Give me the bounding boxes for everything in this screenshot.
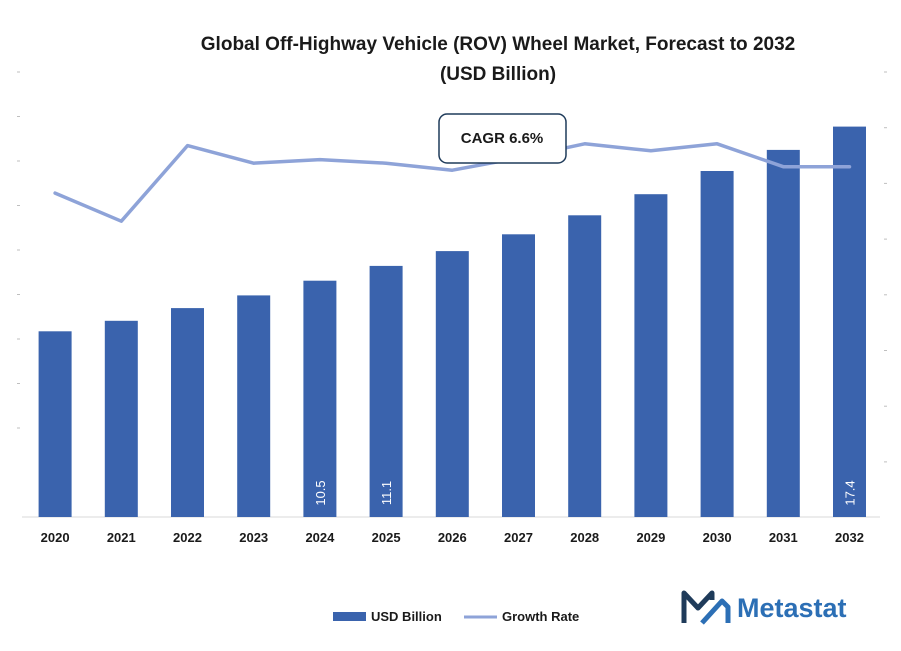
bar-2026 — [435, 251, 469, 517]
metastat-logo-text: Metastat — [737, 593, 847, 623]
chart-subtitle: (USD Billion) — [440, 64, 556, 85]
x-tick-2025: 2025 — [372, 530, 401, 545]
legend-swatch-usd — [333, 612, 366, 621]
bar-2029 — [634, 194, 668, 517]
bar-2020 — [38, 331, 72, 517]
chart-title: Global Off-Highway Vehicle (ROV) Wheel M… — [201, 34, 795, 55]
x-tick-2027: 2027 — [504, 530, 533, 545]
growth-point-2028 — [583, 142, 586, 145]
legend-label-growth: Growth Rate — [502, 609, 579, 624]
cagr-callout: CAGR 6.6% — [438, 113, 567, 164]
cagr-label: CAGR 6.6% — [461, 130, 544, 147]
data-labels: 10.5 11.1 17.4 — [313, 480, 858, 505]
growth-point-2032 — [848, 165, 851, 168]
x-tick-2032: 2032 — [835, 530, 864, 545]
bar-2022 — [171, 308, 204, 517]
x-tick-2021: 2021 — [107, 530, 136, 545]
cagr-box — [438, 113, 567, 164]
growth-point-2026 — [451, 169, 454, 172]
metastat-logo: Metastat — [681, 590, 847, 625]
bar-2025 — [369, 265, 403, 517]
bar-2032 — [833, 126, 866, 517]
x-tick-2029: 2029 — [636, 530, 665, 545]
left-axis-ticks — [17, 71, 20, 429]
x-tick-2028: 2028 — [570, 530, 599, 545]
x-tick-2020: 2020 — [41, 530, 70, 545]
x-tick-2022: 2022 — [173, 530, 202, 545]
bar-2030 — [700, 171, 734, 517]
data-label-2032: 17.4 — [843, 480, 858, 505]
growth-point-2020 — [53, 191, 57, 195]
growth-point-2021 — [120, 220, 123, 223]
bar-2028 — [568, 215, 602, 518]
x-tick-2031: 2031 — [769, 530, 798, 545]
x-tick-2023: 2023 — [239, 530, 268, 545]
bar-2021 — [104, 320, 138, 517]
growth-point-2023 — [252, 162, 255, 165]
bar-2027 — [502, 234, 535, 518]
growth-point-2029 — [649, 149, 653, 152]
growth-point-2031 — [782, 165, 785, 168]
growth-point-2025 — [384, 162, 388, 165]
legend-label-usd: USD Billion — [371, 609, 442, 624]
bar-series — [38, 126, 866, 518]
growth-point-2022 — [186, 144, 189, 147]
x-tick-2030: 2030 — [703, 530, 732, 545]
x-tick-2024: 2024 — [305, 530, 335, 545]
x-axis-labels: 2020 2021 2022 2023 2024 2025 2026 2027 2028 2029… — [41, 530, 864, 545]
bar-2024 — [303, 280, 337, 517]
legend: USD Billion Growth Rate — [333, 609, 579, 624]
data-label-2024: 10.5 — [313, 480, 328, 505]
bar-2023 — [237, 295, 271, 517]
data-label-2025: 11.1 — [379, 481, 394, 505]
right-axis-ticks — [884, 71, 887, 463]
bar-2031 — [766, 149, 800, 517]
metastat-logo-icon — [681, 590, 731, 625]
growth-point-2030 — [715, 142, 719, 145]
growth-point-2024 — [318, 158, 322, 161]
x-tick-2026: 2026 — [438, 530, 467, 545]
